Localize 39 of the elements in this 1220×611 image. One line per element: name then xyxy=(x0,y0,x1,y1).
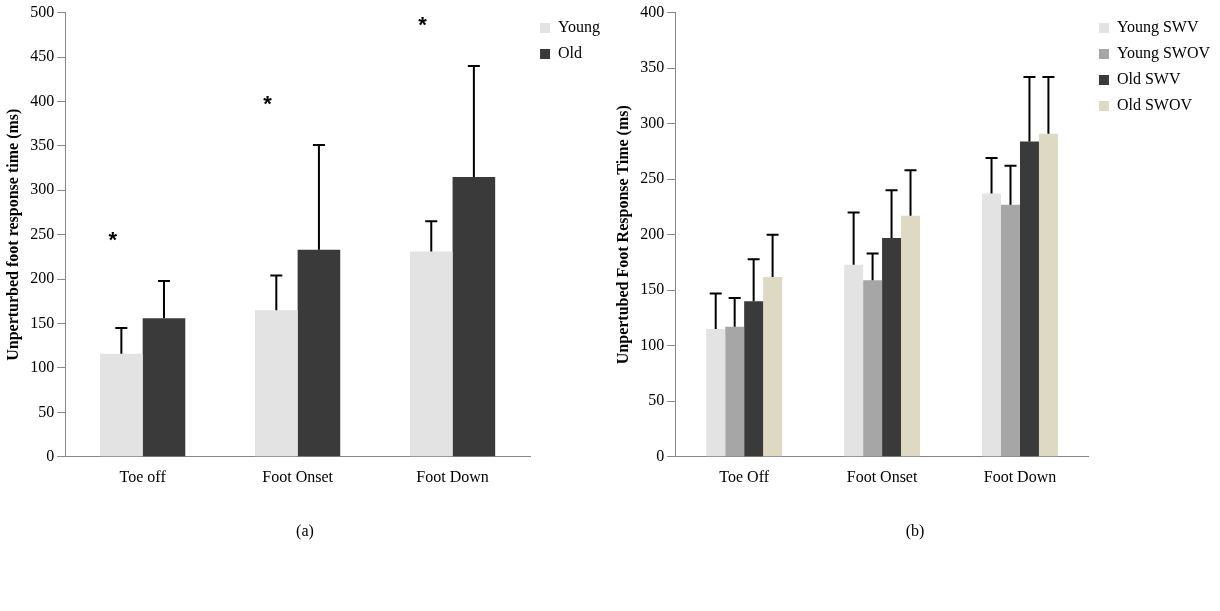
x-tick-label: Foot Down xyxy=(983,467,1057,485)
x-tick-label: Foot Onset xyxy=(846,467,918,485)
legend-label: Old xyxy=(558,44,583,62)
y-tick-label: 150 xyxy=(30,313,55,331)
y-tick-label: 150 xyxy=(640,280,665,298)
y-tick-label: 450 xyxy=(30,47,55,65)
y-tick-label: 50 xyxy=(38,402,55,420)
text: (b) xyxy=(904,522,926,540)
y-tick-label: 0 xyxy=(656,447,665,464)
legend-label: Young SWV xyxy=(1116,18,1199,37)
annotation: * xyxy=(108,226,118,252)
y-tick-label: 250 xyxy=(640,169,665,187)
y-tick-label: 100 xyxy=(30,358,55,376)
y-tick-label: 500 xyxy=(30,2,55,20)
y-tick-label: 0 xyxy=(46,447,55,464)
y-axis-title: Unperturbed foot response time (ms) xyxy=(3,108,22,361)
y-tick-label: 350 xyxy=(30,136,55,154)
y-tick-label: 100 xyxy=(640,335,665,353)
text: (a) xyxy=(295,522,315,540)
y-tick-label: 50 xyxy=(648,391,665,409)
y-tick-label: 200 xyxy=(640,224,665,242)
legend-label: Old SWOV xyxy=(1116,96,1193,114)
y-tick-label: 300 xyxy=(30,180,55,198)
y-tick-label: 200 xyxy=(30,269,55,287)
legend-label: Young SWOV xyxy=(1116,44,1211,63)
annotation: * xyxy=(418,11,428,37)
legend-label: Old SWV xyxy=(1116,70,1181,88)
y-tick-label: 250 xyxy=(30,224,55,242)
y-tick-label: 400 xyxy=(640,2,665,20)
x-tick-label: Toe off xyxy=(119,467,167,485)
y-tick-label: 350 xyxy=(640,58,665,76)
legend-label: Young xyxy=(558,18,600,37)
annotation: * xyxy=(263,91,273,117)
y-tick-label: 300 xyxy=(640,113,665,131)
y-tick-label: 400 xyxy=(30,91,55,109)
x-tick-label: Foot Onset xyxy=(262,467,334,485)
y-axis-title: Unpertubed Foot Response Time (ms) xyxy=(613,105,632,365)
x-tick-label: Toe Off xyxy=(719,467,770,485)
x-tick-label: Foot Down xyxy=(416,467,489,485)
